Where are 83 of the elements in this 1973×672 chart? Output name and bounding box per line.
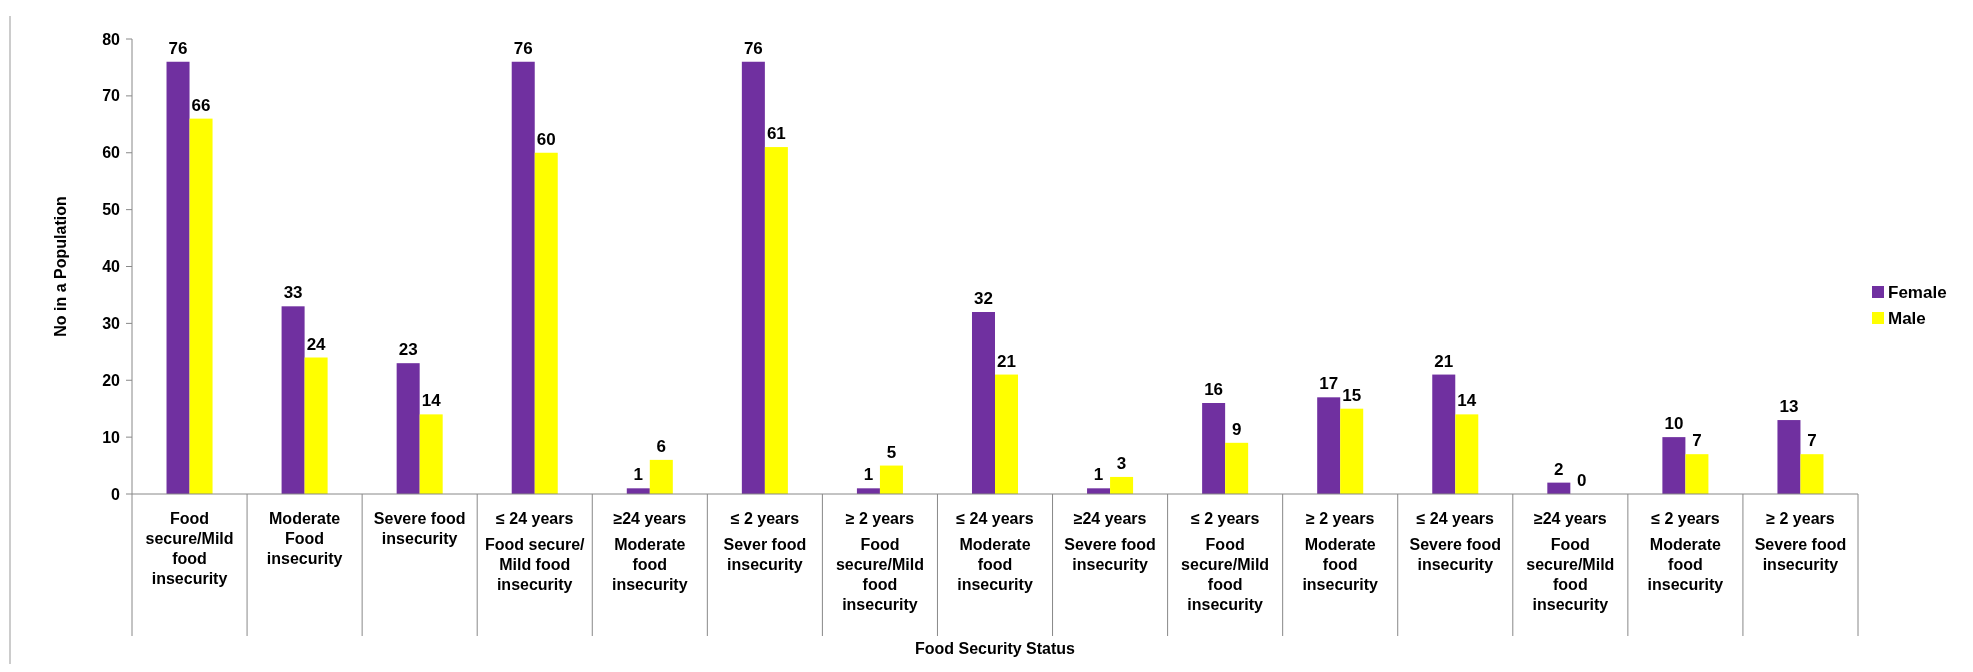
x-tick-label: ≥ 2 years Moderate food insecurity bbox=[1302, 510, 1379, 593]
legend-label: Male bbox=[1888, 308, 1926, 328]
bar bbox=[1777, 420, 1801, 494]
data-label: 2 bbox=[1554, 459, 1564, 479]
x-tick-label: Severe food insecurity bbox=[373, 510, 466, 547]
data-label: 13 bbox=[1779, 397, 1799, 417]
data-label: 14 bbox=[421, 391, 442, 411]
x-tick-label: ≤ 2 years Sever food insecurity bbox=[723, 510, 807, 573]
bar bbox=[511, 61, 535, 494]
x-tick-label: ≤ 24 years Moderate food insecurity bbox=[956, 510, 1034, 593]
bar bbox=[1202, 403, 1226, 494]
data-label: 76 bbox=[168, 38, 188, 58]
x-tick-label: ≤ 24 years Severe food insecurity bbox=[1409, 510, 1502, 573]
y-tick-label: 70 bbox=[102, 87, 121, 105]
data-label: 21 bbox=[997, 351, 1016, 371]
data-label: 1 bbox=[1093, 465, 1104, 485]
data-label: 76 bbox=[513, 38, 533, 58]
data-label: 33 bbox=[283, 283, 303, 303]
data-label: 15 bbox=[1342, 385, 1362, 405]
data-label: 9 bbox=[1231, 419, 1242, 439]
bar bbox=[764, 147, 788, 494]
data-label: 7 bbox=[1807, 431, 1817, 451]
data-label: 17 bbox=[1319, 374, 1339, 394]
bar bbox=[304, 357, 328, 494]
y-tick-label: 50 bbox=[102, 201, 121, 219]
x-tick-label: Food secure/Mild food insecurity bbox=[145, 510, 234, 587]
y-tick-label: 60 bbox=[102, 144, 121, 162]
bar bbox=[995, 374, 1019, 494]
bar bbox=[1110, 476, 1134, 494]
x-tick-label: ≤ 2 years Moderate food insecurity bbox=[1647, 510, 1724, 593]
bar bbox=[1455, 414, 1479, 494]
data-label: 10 bbox=[1664, 414, 1684, 434]
data-label: 14 bbox=[1457, 391, 1477, 411]
y-tick-label: 40 bbox=[102, 258, 121, 276]
bar bbox=[649, 459, 673, 494]
bar bbox=[396, 363, 420, 494]
x-tick-label: ≥24 years Moderate food insecurity bbox=[612, 510, 688, 593]
data-label: 5 bbox=[886, 442, 897, 462]
x-tick-label: ≥24 years Severe food insecurity bbox=[1064, 510, 1156, 573]
x-axis-title: Food Security Status bbox=[914, 640, 1076, 657]
bar bbox=[1685, 454, 1709, 494]
data-label: 16 bbox=[1204, 380, 1224, 399]
data-label: 76 bbox=[743, 38, 763, 58]
data-label: 0 bbox=[1577, 471, 1587, 490]
data-label: 6 bbox=[656, 436, 667, 456]
y-tick-label: 10 bbox=[102, 428, 121, 446]
data-label: 1 bbox=[863, 465, 874, 485]
data-label: 21 bbox=[1434, 351, 1454, 371]
data-label: 1 bbox=[633, 465, 644, 485]
x-tick-label: ≥ 2 years Food secure/Mild food insecurity bbox=[835, 510, 924, 613]
bar bbox=[1432, 374, 1456, 494]
legend-label: Female bbox=[1888, 282, 1947, 302]
bar bbox=[971, 312, 995, 494]
y-axis-title: No in a Population bbox=[52, 196, 69, 337]
bar bbox=[534, 152, 558, 494]
x-tick-label: ≤ 24 years Food secure/ Mild food insecurity bbox=[484, 510, 586, 593]
data-label: 24 bbox=[306, 334, 327, 354]
data-label: 7 bbox=[1692, 431, 1702, 451]
data-label: 60 bbox=[536, 129, 556, 149]
data-label: 66 bbox=[191, 95, 211, 115]
data-label: 3 bbox=[1116, 453, 1127, 473]
y-tick-label: 0 bbox=[111, 485, 121, 503]
x-tick-label: Moderate Food insecurity bbox=[266, 510, 343, 567]
x-tick-label: ≥24 years Food secure/Mild food insecurity bbox=[1526, 510, 1615, 613]
y-tick-label: 30 bbox=[102, 314, 121, 332]
data-label: 61 bbox=[766, 124, 786, 144]
y-tick-label: 80 bbox=[102, 30, 121, 48]
bar bbox=[281, 306, 305, 494]
x-tick-label: ≥ 2 years Severe food insecurity bbox=[1754, 510, 1847, 573]
data-label: 32 bbox=[974, 289, 993, 308]
bar bbox=[741, 61, 765, 494]
bar bbox=[1225, 442, 1249, 494]
x-tick-label: ≤ 2 years Food secure/Mild food insecurity bbox=[1181, 510, 1270, 613]
bar bbox=[419, 414, 443, 494]
bar bbox=[879, 465, 903, 494]
y-tick-label: 20 bbox=[102, 371, 121, 389]
bar bbox=[1317, 397, 1341, 494]
bar bbox=[1340, 408, 1364, 494]
data-label: 23 bbox=[398, 340, 418, 360]
bar bbox=[189, 118, 213, 494]
bar bbox=[1800, 454, 1824, 494]
bar bbox=[166, 61, 190, 494]
bar bbox=[1662, 437, 1686, 494]
